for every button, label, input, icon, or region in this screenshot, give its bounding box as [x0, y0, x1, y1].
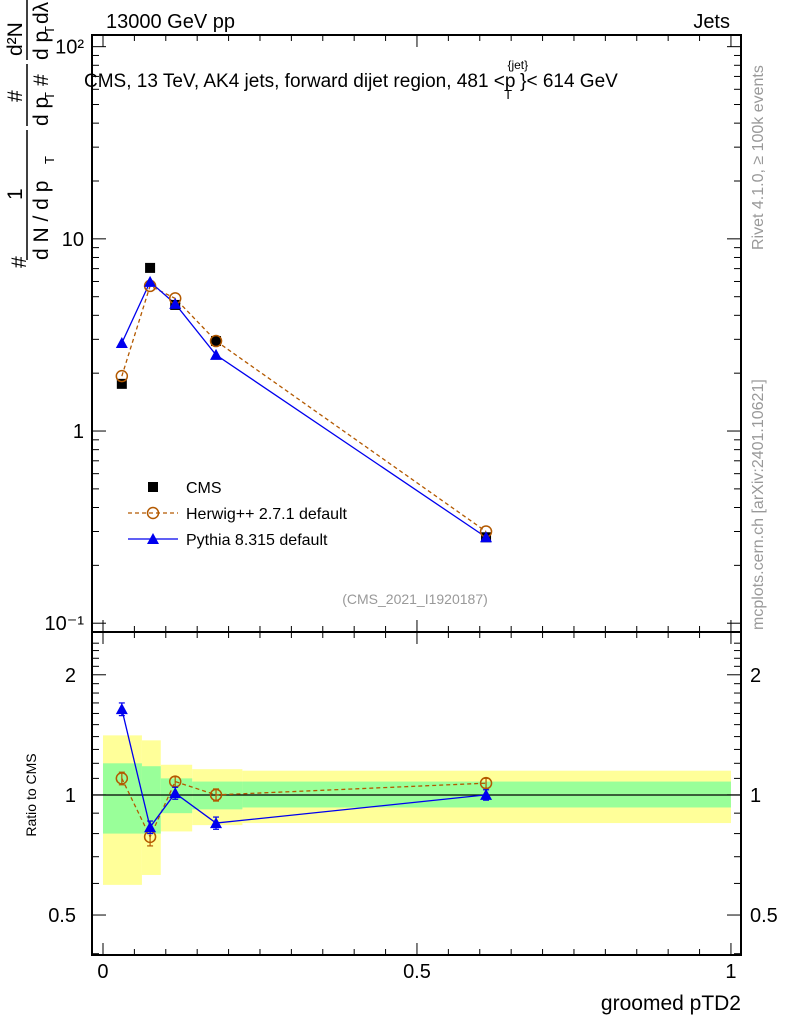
mcplots-label: mcplots.cern.ch [arXiv:2401.10621]	[750, 379, 767, 630]
data-point	[115, 337, 128, 349]
data-point	[211, 336, 222, 347]
ratio-y-tick-label: 0.5	[48, 905, 76, 927]
data-point	[116, 378, 127, 389]
ratio-y-tick-label-right: 0.5	[750, 905, 778, 927]
ratio-y-tick-label-right: 2	[750, 665, 761, 687]
ratio-y-tick-label: 2	[65, 665, 76, 687]
x-axis-label: groomed pTD2	[601, 992, 741, 1015]
ratio-point	[479, 776, 493, 790]
ratio-y-tick-label-right: 1	[750, 785, 761, 807]
series-line-1	[121, 284, 487, 533]
x-tick-label: 0	[97, 961, 108, 983]
header-right: Jets	[693, 11, 730, 33]
legend-pythia-label: Pythia 8.315 default	[186, 532, 328, 549]
svg-text:d²N: d²N	[4, 22, 27, 56]
svg-text:d p: d p	[30, 31, 53, 60]
rivet-label: Rivet 4.1.0, ≥ 100k events	[750, 65, 767, 250]
x-tick-label: 0.5	[403, 961, 431, 983]
green-band-bin	[141, 766, 161, 834]
legend-cms-label: CMS	[186, 480, 222, 497]
green-band-bin	[102, 763, 142, 834]
series-line-2	[121, 280, 487, 538]
data-marks	[115, 262, 493, 847]
y-tick-label: 10²	[55, 37, 84, 59]
ratio-frame	[91, 631, 742, 956]
x-tick-label: 1	[725, 961, 736, 983]
svg-text:d p: d p	[30, 97, 53, 126]
ratio-point	[480, 788, 493, 800]
ratio-point	[115, 703, 128, 715]
svg-text:#: #	[4, 90, 27, 102]
y-tick-label: 10	[62, 229, 84, 251]
y-axis-label: # 1 d N / d p T # d p T # d²N d p T dλ	[4, 0, 57, 268]
legend-cms-marker	[148, 482, 158, 492]
analysis-tag: (CMS_2021_I1920187)	[342, 591, 488, 607]
data-point	[144, 275, 157, 287]
uncertainty-bands	[102, 735, 731, 885]
ratio-point	[115, 772, 129, 785]
data-point	[115, 369, 129, 383]
svg-text:#: #	[8, 256, 31, 268]
ratio-point	[210, 817, 223, 829]
ratio-point	[169, 787, 182, 799]
data-point	[209, 334, 223, 348]
svg-text:dλ: dλ	[30, 1, 53, 24]
data-point	[169, 297, 182, 309]
legend: CMS Herwig++ 2.7.1 default Pythia 8.315 …	[128, 480, 348, 549]
legend-herwig-label: Herwig++ 2.7.1 default	[186, 506, 348, 523]
plot-title: CMS, 13 TeV, AK4 jets, forward dijet reg…	[84, 58, 618, 102]
header-left: 13000 GeV pp	[106, 11, 235, 33]
svg-text:1: 1	[4, 188, 27, 200]
y-tick-label: 10⁻¹	[45, 613, 85, 635]
y-tick-label: 1	[73, 421, 84, 443]
legend-pythia-marker	[147, 533, 159, 544]
ratio-point	[144, 821, 157, 833]
ratio-y-tick-label: 1	[65, 785, 76, 807]
data-point	[145, 262, 156, 273]
ratio-point	[209, 788, 223, 802]
ratio-line-0	[121, 778, 487, 839]
svg-text:T: T	[42, 156, 57, 164]
data-point	[480, 531, 493, 543]
svg-text:T: T	[42, 26, 57, 34]
data-point	[210, 348, 223, 360]
svg-text:#: #	[30, 74, 53, 86]
svg-text:T: T	[42, 92, 57, 100]
legend-herwig-marker	[146, 506, 160, 520]
svg-text:d N / d p: d N / d p	[30, 181, 53, 260]
ratio-y-label: Ratio to CMS	[23, 753, 39, 836]
